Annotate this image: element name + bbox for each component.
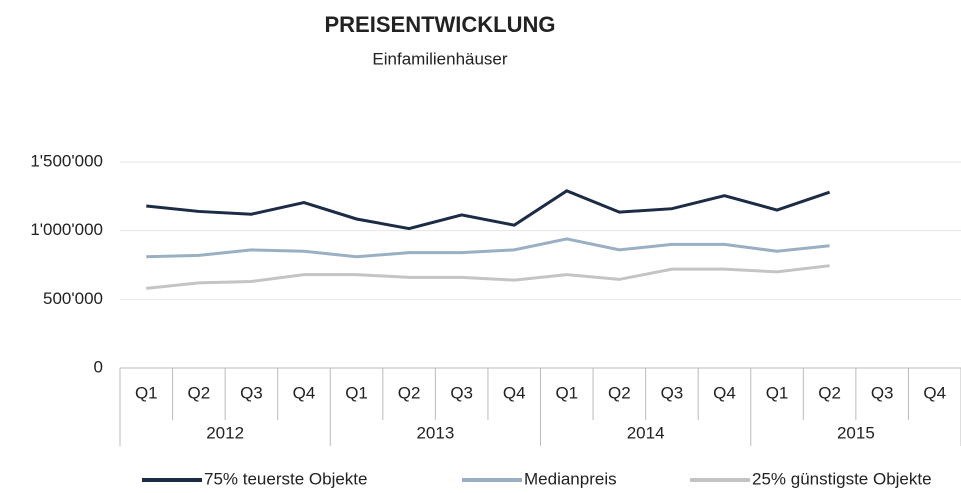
x-tick-label: Q2 <box>188 383 211 402</box>
x-tick-label: Q2 <box>608 383 631 402</box>
legend-label: Medianpreis <box>524 469 617 488</box>
x-tick-label: Q3 <box>661 383 684 402</box>
x-tick-label: Q2 <box>398 383 421 402</box>
chart-title: PREISENTWICKLUNG <box>325 12 556 37</box>
x-tick-label: Q1 <box>135 383 158 402</box>
year-label: 2014 <box>627 423 665 442</box>
x-tick-label: Q3 <box>450 383 473 402</box>
x-tick-label: Q4 <box>713 383 736 402</box>
x-tick-label: Q1 <box>766 383 789 402</box>
x-tick-label: Q4 <box>503 383 526 402</box>
legend-label: 75% teuerste Objekte <box>204 469 367 488</box>
x-tick-label: Q3 <box>871 383 894 402</box>
legend-label: 25% günstigste Objekte <box>752 469 932 488</box>
chart-subtitle: Einfamilienhäuser <box>372 49 507 68</box>
series-line <box>146 189 831 231</box>
year-label: 2012 <box>206 423 244 442</box>
year-label: 2015 <box>837 423 875 442</box>
y-tick-label: 1'500'000 <box>30 151 103 170</box>
x-tick-label: Q1 <box>555 383 578 402</box>
x-tick-label: Q1 <box>345 383 368 402</box>
series-line <box>146 237 830 259</box>
year-label: 2013 <box>416 423 454 442</box>
y-tick-label: 0 <box>94 357 103 376</box>
x-tick-label: Q4 <box>923 383 946 402</box>
x-tick-label: Q3 <box>240 383 263 402</box>
y-tick-label: 1'000'000 <box>30 220 103 239</box>
x-tick-label: Q2 <box>818 383 841 402</box>
y-tick-label: 500'000 <box>43 289 103 308</box>
x-tick-label: Q4 <box>293 383 316 402</box>
series-line <box>146 264 830 290</box>
